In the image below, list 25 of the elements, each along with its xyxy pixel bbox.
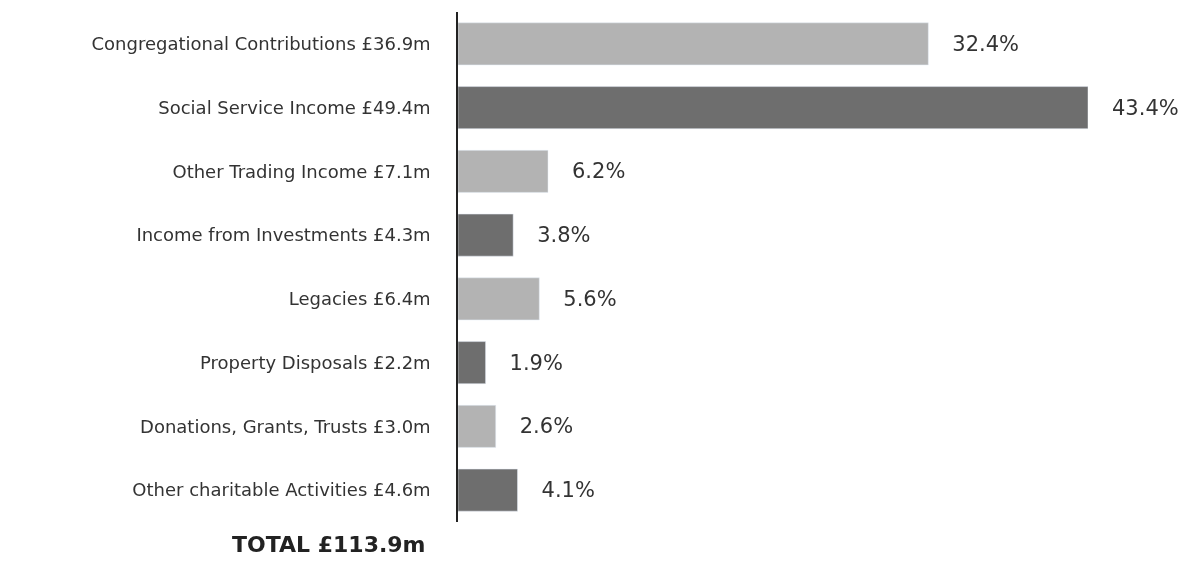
y-tick-label: Property Disposals £2.2m bbox=[199, 351, 431, 373]
data-label: 3.8% bbox=[516, 223, 591, 248]
y-tick-label: Other charitable Activities £4.6m bbox=[132, 479, 431, 501]
y-tick-label: Other Trading Income £7.1m bbox=[172, 160, 431, 182]
bar bbox=[458, 150, 549, 193]
y-tick-label: Congregational Contributions £36.9m bbox=[91, 33, 431, 55]
data-label: 6.2% bbox=[551, 159, 626, 184]
data-label: 32.4% bbox=[931, 31, 1020, 56]
y-tick-label: Social Service Income £49.4m bbox=[158, 96, 431, 118]
bar bbox=[458, 213, 514, 257]
data-label: 1.9% bbox=[488, 350, 563, 375]
y-tick-label: Donations, Grants, Trusts £3.0m bbox=[140, 415, 431, 437]
bar bbox=[458, 468, 518, 512]
y-tick-label: Legacies £6.4m bbox=[288, 288, 431, 310]
bar bbox=[458, 277, 540, 321]
data-label: 43.4% bbox=[1091, 95, 1179, 120]
bar bbox=[458, 341, 486, 384]
data-label: 5.6% bbox=[542, 286, 617, 311]
data-label: 4.1% bbox=[520, 478, 595, 503]
text: TOTAL £113.9m bbox=[232, 532, 426, 557]
bar bbox=[458, 405, 496, 448]
bar bbox=[458, 86, 1088, 129]
y-tick-label: Income from Investments £4.3m bbox=[136, 224, 431, 246]
data-label: 2.6% bbox=[498, 414, 574, 439]
bar bbox=[458, 22, 929, 66]
